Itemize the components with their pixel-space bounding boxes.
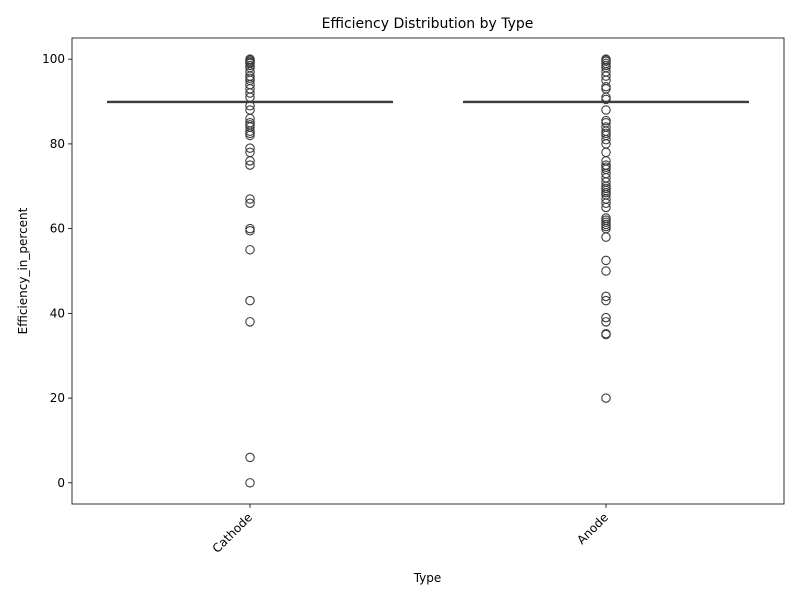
x-tick-label: Cathode <box>210 510 256 556</box>
outlier-point <box>601 105 611 115</box>
y-tick-label: 80 <box>50 137 65 151</box>
outlier-point <box>601 255 611 266</box>
outlier-point <box>601 266 611 276</box>
outlier-point <box>601 198 611 208</box>
y-tick-label: 20 <box>50 391 65 405</box>
chart-title: Efficiency Distribution by Type <box>322 16 534 32</box>
outlier-point <box>245 194 255 204</box>
outlier-point <box>245 223 255 234</box>
x-axis-label: Type <box>413 571 442 585</box>
outlier-point <box>245 130 255 141</box>
outlier-point <box>245 226 255 236</box>
outlier-point <box>601 295 611 306</box>
outlier-point <box>601 232 611 242</box>
y-tick-label: 0 <box>57 476 65 490</box>
outlier-point <box>601 134 611 145</box>
outlier-point <box>245 295 255 306</box>
outlier-point <box>601 147 611 158</box>
outlier-point <box>245 156 255 166</box>
y-axis: 0 20 40 60 80 100 <box>42 52 72 490</box>
outlier-point <box>601 81 611 92</box>
box-series-anode <box>463 54 749 403</box>
outlier-point <box>601 84 611 94</box>
x-tick-label: Anode <box>574 510 611 547</box>
outlier-point <box>601 393 611 403</box>
box-series-group <box>106 54 749 488</box>
outlier-point <box>601 312 611 323</box>
plot-area-frame <box>71 37 785 505</box>
y-tick-label: 40 <box>50 306 65 320</box>
outlier-point <box>245 88 255 98</box>
outlier-point <box>245 128 255 139</box>
outlier-point <box>601 202 611 213</box>
x-axis: Cathode Anode <box>210 504 611 556</box>
outlier-point <box>245 317 255 327</box>
outlier-point <box>601 317 611 327</box>
outlier-point <box>601 291 611 302</box>
outlier-point <box>245 143 255 153</box>
outlier-point <box>601 92 611 103</box>
y-axis-label: Efficiency_in_percent <box>16 207 30 334</box>
outlier-point <box>601 94 611 105</box>
outlier-point <box>245 160 255 170</box>
outlier-point <box>245 198 255 208</box>
box-series-cathode <box>106 54 393 488</box>
y-tick-label: 60 <box>50 222 65 236</box>
outlier-point <box>245 452 255 463</box>
outlier-point <box>245 478 255 488</box>
y-tick-label: 100 <box>42 52 65 66</box>
outlier-point <box>245 101 255 111</box>
outlier-point <box>245 245 255 255</box>
outlier-point <box>601 71 611 81</box>
outlier-point <box>601 329 611 340</box>
